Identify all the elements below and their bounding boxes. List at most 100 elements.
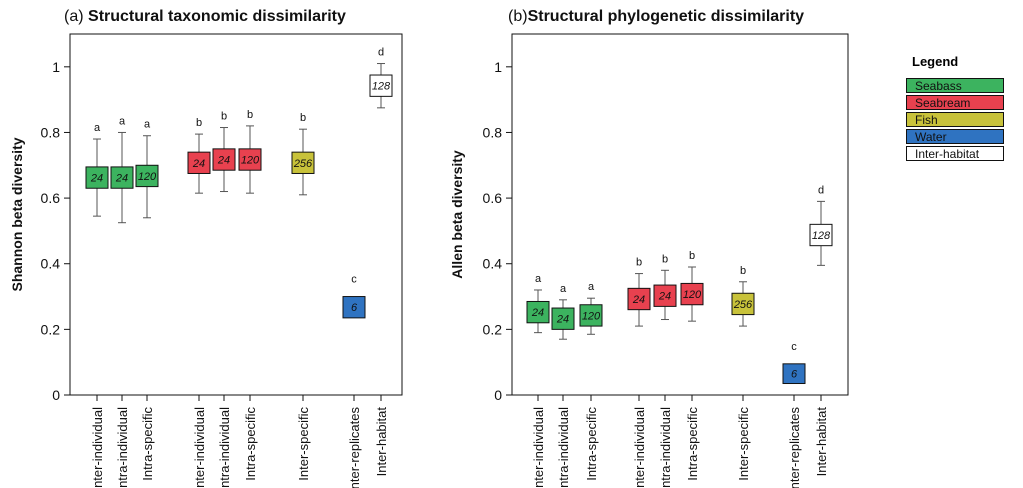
x-tick-label: Inter-individual <box>192 407 207 488</box>
significance-letter: d <box>818 184 824 196</box>
x-tick-label: Inter-habitat <box>374 407 389 477</box>
box <box>187 151 211 174</box>
plot-frame <box>69 33 403 396</box>
legend-swatch: Seabass <box>906 78 1004 93</box>
significance-letter: a <box>94 122 101 134</box>
legend-item: Fish <box>906 111 1021 128</box>
significance-letter: c <box>351 274 357 286</box>
x-tick-label: Intra-specific <box>685 407 700 481</box>
significance-letter: b <box>300 112 306 124</box>
y-tick-label: 0.2 <box>41 321 61 337</box>
y-tick-label: 1 <box>52 59 60 75</box>
box <box>135 164 159 188</box>
legend-item: Seabass <box>906 77 1021 94</box>
panel-a-title-text: Structural taxonomic dissimilarity <box>88 8 346 25</box>
panel-a-title: (a) Structural taxonomic dissimilarity <box>64 8 346 26</box>
x-tick-label: Intra-individual <box>556 407 571 488</box>
y-tick-label: 0.4 <box>41 256 61 272</box>
box-n-label: 24 <box>90 173 103 185</box>
significance-letter: b <box>636 257 642 269</box>
box <box>369 74 393 97</box>
legend-item: Seabream <box>906 94 1021 111</box>
box-n-label: 24 <box>531 307 544 319</box>
legend-title: Legend <box>912 54 959 69</box>
box <box>627 287 651 311</box>
legend: Legend Seabass Seabream Fish Water Inter-hab… <box>906 54 1021 162</box>
significance-letter: d <box>378 47 384 59</box>
plot-frame <box>511 33 849 396</box>
box <box>782 363 806 385</box>
box-n-label: 256 <box>293 158 313 170</box>
y-tick-label: 0.6 <box>483 190 503 206</box>
panel-a-label: (a) <box>64 8 84 25</box>
x-tick-label: Inter-individual <box>632 407 647 488</box>
y-tick-label: 0 <box>494 387 502 403</box>
significance-letter: a <box>144 119 151 131</box>
legend-items: Seabass Seabream Fish Water Inter-habitat <box>906 77 1021 162</box>
box-n-label: 6 <box>791 369 798 381</box>
significance-letter: b <box>196 117 202 129</box>
box-n-label: 128 <box>372 81 391 93</box>
box <box>579 304 603 327</box>
legend-item: Water <box>906 128 1021 145</box>
significance-letter: a <box>535 273 542 285</box>
box <box>653 284 677 307</box>
x-tick-label: Inter-specific <box>296 407 311 481</box>
y-axis-label: Allen beta diversity <box>449 150 465 279</box>
x-tick-label: Intra-individual <box>658 407 673 488</box>
x-tick-label: Inter-replicates <box>787 407 802 488</box>
significance-letter: a <box>560 283 567 295</box>
box <box>809 223 833 247</box>
y-tick-label: 0.8 <box>483 124 503 140</box>
panel-b-label: (b) <box>508 8 528 25</box>
significance-letter: b <box>662 253 668 265</box>
x-tick-label: Intra-individual <box>115 407 130 488</box>
significance-letter: c <box>791 341 797 353</box>
panel-b-title: (b)Structural phylogenetic dissimilarity <box>508 8 804 26</box>
box-n-label: 24 <box>217 155 230 167</box>
legend-label: Seabream <box>915 96 971 110</box>
x-tick-label: Inter-specific <box>736 407 751 481</box>
box <box>551 307 575 330</box>
x-tick-label: Inter-individual <box>90 407 105 488</box>
box-n-label: 24 <box>632 294 645 306</box>
x-tick-label: Inter-habitat <box>814 407 829 477</box>
significance-letter: b <box>689 250 695 262</box>
box <box>526 300 550 324</box>
box <box>238 148 262 171</box>
significance-letter: b <box>740 265 746 277</box>
legend-label: Fish <box>915 113 938 127</box>
box-n-label: 24 <box>192 158 205 170</box>
significance-letter: b <box>247 109 253 121</box>
x-tick-label: Intra-specific <box>243 407 258 481</box>
y-tick-label: 0 <box>52 387 60 403</box>
box <box>342 296 366 319</box>
legend-swatch: Inter-habitat <box>906 146 1004 161</box>
box <box>85 166 109 189</box>
panel-b-title-text: Structural phylogenetic dissimilarity <box>527 8 805 25</box>
legend-swatch: Water <box>906 129 1004 144</box>
x-tick-label: Intra-specific <box>584 407 599 481</box>
significance-letter: a <box>119 115 126 127</box>
x-tick-label: Intra-specific <box>140 407 155 481</box>
box-n-label: 24 <box>556 314 569 326</box>
box-n-label: 120 <box>138 171 157 183</box>
legend-item: Inter-habitat <box>906 145 1021 162</box>
box-n-label: 120 <box>241 155 260 167</box>
legend-swatch: Seabream <box>906 95 1004 110</box>
box-n-label: 6 <box>351 302 358 314</box>
significance-letter: a <box>588 281 595 293</box>
box <box>110 166 134 189</box>
box <box>731 292 755 316</box>
box-n-label: 24 <box>658 291 671 303</box>
box-n-label: 120 <box>582 310 601 322</box>
chart-a: 0 0.2 0.4 0.6 0.8 1 Shannon beta diversity Inte… <box>9 33 403 488</box>
box <box>291 151 315 174</box>
y-tick-label: 0.2 <box>483 321 503 337</box>
legend-label: Inter-habitat <box>915 147 980 161</box>
y-tick-label: 0.8 <box>41 124 61 140</box>
y-tick-label: 0.6 <box>41 190 61 206</box>
box <box>212 148 236 171</box>
box-n-label: 120 <box>683 289 702 301</box>
